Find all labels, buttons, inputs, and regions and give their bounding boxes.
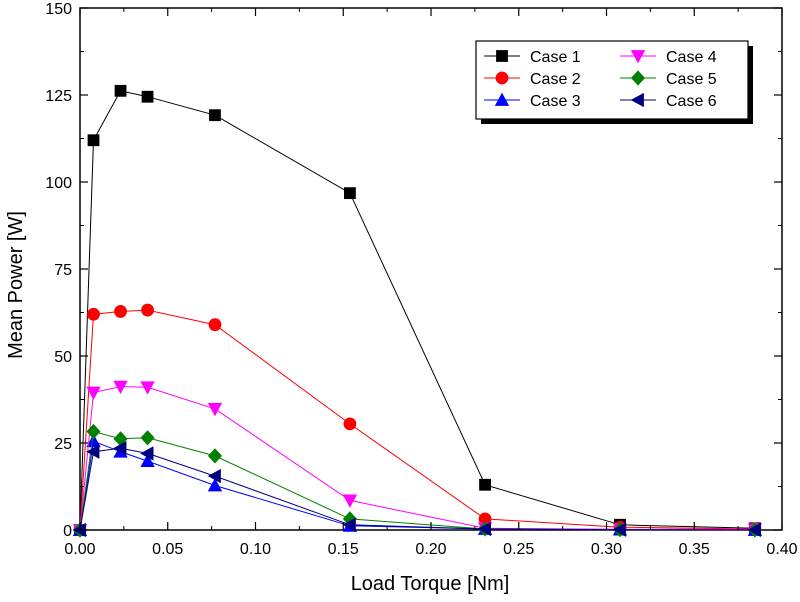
legend-marker [494,92,510,106]
legend-marker [630,92,644,108]
data-point-case-2 [87,307,100,321]
data-point-case-2 [141,303,154,317]
data-point-case-6 [207,468,221,484]
legend-item-case-4: Case 4 [620,49,717,66]
y-tick-label: 50 [54,349,72,366]
x-tick-label: 0.05 [152,541,183,558]
legend-marker [630,50,646,64]
data-point-case-2 [343,417,357,431]
legend-label: Case 6 [666,93,717,110]
data-point-case-3 [140,453,155,467]
series-line-case-2 [79,309,756,531]
legend: Case 1 Case 2 Case 3 Case 4 Case 5 Case 6 [475,40,753,124]
y-tick-label: 75 [54,262,72,279]
x-tick-label: 0.35 [679,541,710,558]
legend-item-case-1: Case 1 [484,49,581,66]
series-case-4 [72,380,763,538]
legend-marker [496,50,508,62]
y-tick-label: 0 [63,523,72,540]
axes-layer: 0.00 0.05 0.10 0.15 0.20 0.25 0.30 0.35 0.40 0 25 5… [45,1,797,558]
legend-label: Case 2 [530,71,581,88]
legend-marker [495,71,509,85]
data-point-case-4 [207,402,223,417]
series-line-case-1 [79,90,756,531]
data-point-case-1 [344,187,356,200]
y-tick-label: 25 [54,436,72,453]
legend-label: Case 1 [530,49,581,66]
legend-box [475,40,749,120]
data-point-case-1 [87,134,100,147]
series-line-case-4 [79,386,755,531]
legend-item-case-6: Case 6 [620,92,717,110]
series-line-case-3 [79,440,756,531]
data-point-case-6 [86,444,100,459]
y-axis-title: Mean Power [W] [5,211,27,359]
data-point-case-4 [140,381,155,395]
y-tick-label: 100 [45,175,72,192]
data-point-case-6 [747,522,761,538]
x-tick-label: 0.25 [503,541,534,558]
series-case-6 [72,441,761,538]
data-point-case-4 [342,494,358,508]
data-point-case-2 [114,305,127,318]
series-case-1 [74,84,761,536]
data-point-case-5 [140,430,155,446]
x-tick-label: 0.30 [591,541,622,558]
legend-marker [630,70,646,86]
legend-label: Case 4 [666,49,717,66]
legend-item-case-2: Case 2 [484,71,581,88]
legend-label: Case 3 [530,93,581,110]
data-point-case-3 [86,433,101,448]
data-point-case-3 [207,478,223,492]
series-case-3 [72,433,763,536]
y-tick-label: 125 [45,88,72,105]
x-tick-label: 0.10 [240,541,271,558]
series-case-5 [72,423,763,538]
x-tick-label: 0.20 [415,541,446,558]
series-layer [72,84,763,538]
data-point-case-4 [86,386,101,400]
data-point-case-5 [86,423,101,440]
data-point-case-1 [209,109,221,122]
data-point-case-2 [208,318,222,332]
x-axis-title: Load Torque [Nm] [351,573,510,595]
legend-item-case-3: Case 3 [484,92,581,110]
legend-item-case-5: Case 5 [620,70,717,88]
series-line-case-5 [79,430,756,531]
data-point-case-6 [342,517,356,532]
y-tick-label: 150 [45,1,72,18]
data-point-case-4 [113,380,128,394]
legend-label: Case 5 [666,71,717,88]
x-tick-label: 0.40 [766,541,797,558]
data-point-case-6 [612,522,626,537]
data-point-case-6 [140,446,154,461]
x-tick-label: 0.00 [64,541,95,558]
data-point-case-1 [141,90,154,103]
data-point-case-6 [113,441,127,456]
data-point-case-6 [477,521,491,537]
x-tick-label: 0.15 [328,541,359,558]
data-point-case-5 [207,448,223,464]
data-point-case-1 [479,478,491,491]
data-point-case-1 [114,84,127,97]
series-line-case-6 [79,447,756,531]
